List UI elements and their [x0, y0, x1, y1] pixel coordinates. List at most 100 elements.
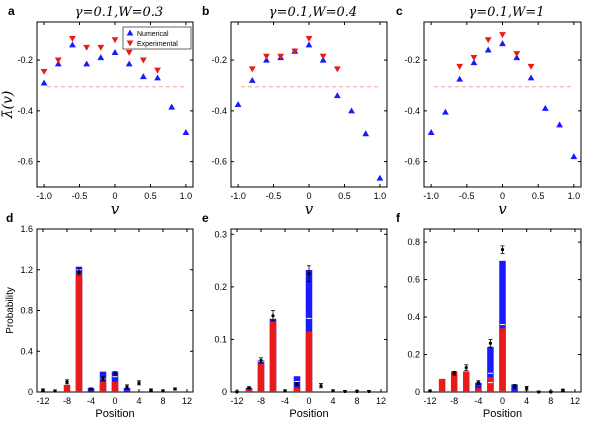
measured-point	[428, 389, 432, 393]
panel-title: γ=0.1,W=0.4	[269, 5, 357, 20]
legend: Numerical Experimental	[122, 26, 192, 50]
numerical-point	[97, 54, 105, 61]
experimental-bar	[305, 331, 313, 392]
panel-f: -12 -8 -4 0 4 8 12 0 0.2 0.4 0.6 0.8 f Position	[396, 211, 582, 420]
x-axis-label: v	[111, 200, 120, 218]
y-tick-label: 0.2	[214, 282, 227, 292]
x-tick-label: -12	[424, 396, 437, 406]
experimental-point	[97, 44, 105, 51]
panel-letter: d	[6, 211, 13, 225]
numerical-bar	[475, 382, 482, 392]
measured-point	[65, 380, 69, 384]
measured-point	[512, 384, 517, 388]
measured-point	[283, 389, 287, 393]
y-tick-label: -0.2	[404, 55, 420, 65]
numerical-point	[154, 74, 161, 81]
numerical-point	[427, 129, 435, 135]
experimental-point	[83, 44, 91, 51]
numerical-point	[182, 129, 190, 135]
x-tick-label: 4	[524, 396, 529, 406]
measured-point	[173, 387, 177, 391]
experimental-bar	[257, 363, 265, 392]
y-tick-label: 0	[222, 387, 227, 397]
plot-frame	[423, 21, 582, 188]
y-tick-label: 0.1	[214, 334, 227, 344]
experimental-bar	[463, 371, 470, 392]
y-tick-label: -0.4	[404, 106, 420, 116]
numerical-point	[305, 41, 313, 48]
legend-box	[122, 26, 192, 50]
x-tick-label: -1.0	[36, 191, 52, 201]
panel-e: -12 -8 -4 0 4 8 12 0 0.1 0.2 0.3 e Position	[202, 211, 388, 420]
measured-point	[500, 248, 505, 252]
x-tick-label: 1.0	[374, 191, 387, 201]
x-tick-label: 4	[330, 396, 335, 406]
experimental-bar	[111, 381, 119, 392]
experimental-bar	[499, 328, 506, 392]
x-tick-label: 0.5	[144, 191, 157, 201]
y-tick-label: 0.3	[214, 229, 227, 239]
numerical-point	[484, 46, 492, 53]
numerical-bar	[499, 260, 506, 392]
x-tick-label: -8	[257, 396, 265, 406]
numerical-point	[376, 174, 384, 181]
y-axis-label: Probability	[5, 287, 16, 334]
y-tick-label: 0.8	[407, 237, 420, 247]
x-tick-label: -1.0	[230, 191, 246, 201]
experimental-point	[456, 63, 464, 70]
experimental-bar	[487, 377, 494, 392]
x-tick-label: 12	[182, 396, 192, 406]
y-tick-label: 0.6	[407, 275, 420, 285]
measured-point	[561, 388, 565, 392]
experimental-bar	[269, 321, 277, 392]
x-tick-label: 0.5	[532, 191, 545, 201]
measured-point	[537, 390, 541, 394]
experimental-bar	[438, 378, 446, 392]
experimental-point	[69, 35, 76, 42]
experimental-point	[513, 51, 521, 58]
panel-letter: a	[8, 4, 15, 18]
panel-letter: b	[202, 4, 209, 18]
y-tick-label: -0.2	[17, 55, 33, 65]
x-tick-label: -4	[281, 396, 289, 406]
x-tick-label: -0.5	[266, 191, 282, 201]
panel-a: -1.0 -0.5 0 0.5 1.0 -0.2 -0.4 -0.6 a γ=0.1,W=0.3 v…	[0, 4, 194, 218]
measured-point	[259, 358, 263, 363]
panel-letter: c	[396, 4, 403, 18]
experimental-bar	[475, 388, 482, 392]
measured-point	[271, 314, 275, 318]
experimental-point	[125, 49, 133, 56]
measured-point	[343, 389, 347, 394]
experimental-point	[139, 57, 147, 64]
x-tick-label: -1.0	[423, 191, 439, 201]
numerical-point	[139, 73, 147, 80]
y-tick-label: 0.4	[407, 312, 420, 322]
measured-point	[307, 272, 311, 276]
experimental-point	[111, 37, 119, 44]
panel-letter: e	[202, 211, 209, 225]
experimental-point	[333, 66, 341, 73]
x-tick-label: 0	[306, 191, 311, 201]
x-tick-label: 8	[160, 396, 165, 406]
measured-point	[77, 270, 81, 274]
experimental-point	[40, 68, 48, 75]
numerical-point	[499, 40, 506, 47]
experimental-bar	[450, 371, 458, 392]
experimental-point	[277, 53, 285, 60]
numerical-point	[527, 74, 535, 81]
measured-point	[247, 386, 251, 390]
x-tick-label: -12	[230, 396, 243, 406]
x-tick-label: 0	[306, 396, 311, 406]
x-axis-label: v	[305, 200, 314, 218]
y-tick-label: -0.6	[17, 157, 33, 167]
numerical-point	[69, 41, 76, 48]
panel-b: -1.0 -0.5 0 0.5 1.0 -0.2 -0.4 -0.6 b γ=0.1,W=0.4 v	[202, 4, 388, 218]
experimental-point	[319, 53, 327, 60]
experimental-point	[248, 66, 256, 73]
measured-point	[101, 377, 105, 381]
x-tick-label: 12	[376, 396, 386, 406]
y-tick-label: 0.8	[20, 306, 33, 316]
numerical-point	[40, 79, 48, 86]
x-tick-label: -4	[474, 396, 482, 406]
